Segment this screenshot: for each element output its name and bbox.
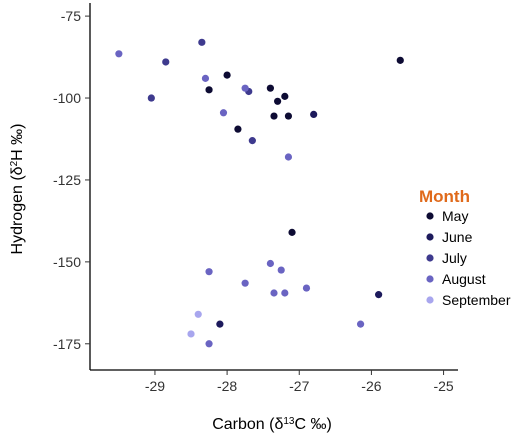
y-axis-ticks: -75 -100 -125 -150 -175 <box>53 8 90 352</box>
data-point <box>284 112 293 120</box>
data-point <box>288 228 296 236</box>
legend-key <box>426 212 434 220</box>
x-axis-title: Carbon (δ13C ‰) <box>212 416 332 434</box>
y-tick-label: -150 <box>53 254 81 270</box>
y-axis-title: Hydrogen (δ2H ‰) <box>9 124 27 255</box>
data-point <box>274 97 282 105</box>
data-point <box>266 84 274 92</box>
data-point <box>248 137 256 145</box>
data-point <box>205 340 213 348</box>
x-axis-ticks: -29 -28 -27 -26 -25 <box>145 370 454 394</box>
y-tick-label: -75 <box>61 8 81 24</box>
data-point <box>356 320 365 328</box>
y-tick-label: -175 <box>53 336 81 352</box>
legend-label: July <box>442 250 467 266</box>
legend: Month May June July August September <box>419 187 511 308</box>
data-point <box>187 330 195 338</box>
data-point <box>281 289 289 297</box>
data-point <box>234 125 242 133</box>
data-point <box>375 291 383 299</box>
y-tick-label: -100 <box>53 90 81 106</box>
data-point <box>115 50 123 58</box>
data-point <box>270 112 278 120</box>
data-point <box>205 86 213 94</box>
data-point <box>241 84 249 92</box>
data-point <box>310 110 318 119</box>
legend-label: June <box>442 229 473 245</box>
data-point <box>277 266 285 274</box>
legend-key <box>426 254 434 262</box>
x-tick-label: -29 <box>145 378 165 394</box>
legend-label: September <box>442 292 511 308</box>
data-point <box>201 74 210 82</box>
data-point <box>162 58 170 66</box>
data-point <box>270 289 278 297</box>
data-point <box>219 109 228 117</box>
data-point <box>205 268 213 276</box>
data-point <box>194 310 202 318</box>
x-tick-label: -27 <box>289 378 309 394</box>
axes <box>89 3 458 371</box>
data-points <box>115 38 404 348</box>
x-tick-label: -26 <box>361 378 381 394</box>
legend-key <box>426 275 434 283</box>
data-point <box>198 38 206 46</box>
legend-key <box>426 233 434 241</box>
y-tick-label: -125 <box>53 172 81 188</box>
legend-label: May <box>442 208 468 224</box>
x-tick-label: -28 <box>217 378 237 394</box>
data-point <box>281 92 289 100</box>
data-point <box>147 94 155 102</box>
data-point <box>266 259 274 268</box>
data-point <box>216 320 224 328</box>
legend-title: Month <box>419 187 470 206</box>
data-point <box>284 153 293 161</box>
x-tick-label: -25 <box>433 378 453 394</box>
legend-label: August <box>442 271 486 287</box>
data-point <box>223 71 231 79</box>
data-point <box>396 56 404 64</box>
data-point <box>241 279 249 287</box>
legend-key <box>426 296 434 304</box>
data-point <box>302 284 311 292</box>
